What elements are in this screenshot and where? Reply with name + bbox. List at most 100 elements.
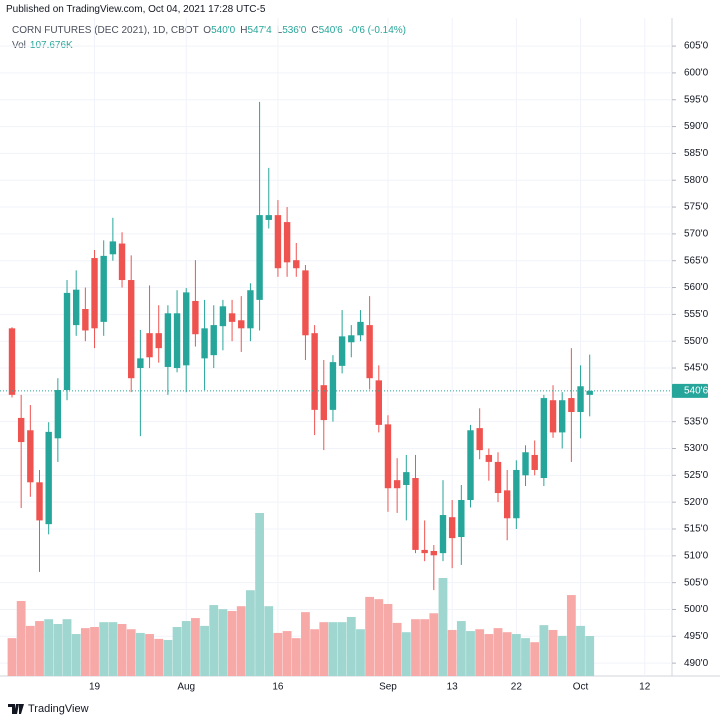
- candle-body: [485, 454, 493, 462]
- volume-bar: [411, 619, 420, 676]
- candle-body: [146, 333, 153, 358]
- volume-bar: [62, 619, 72, 676]
- y-tick-label: 520'0: [684, 497, 709, 508]
- y-tick-label: 550'0: [684, 336, 709, 347]
- volume-bar: [493, 628, 503, 676]
- volume-bars: [7, 513, 595, 676]
- ohlc-value: 540'6: [318, 25, 343, 36]
- candle-body: [503, 490, 511, 519]
- y-tick-label: 600'0: [684, 68, 709, 79]
- volume-bar: [438, 577, 448, 676]
- candle-body: [82, 309, 89, 331]
- candle-body: [540, 398, 548, 479]
- x-tick-label: 22: [511, 682, 523, 693]
- volume-bar: [53, 624, 63, 676]
- volume-bar: [25, 625, 35, 676]
- y-tick-label: 555'0: [684, 309, 709, 320]
- candle-body: [72, 289, 80, 326]
- volume-bar: [117, 624, 127, 676]
- volume-bar: [246, 590, 255, 676]
- candle-body: [228, 313, 236, 322]
- volume-bar: [282, 631, 292, 676]
- volume-bar: [200, 625, 209, 676]
- x-tick-label: 12: [639, 682, 651, 693]
- volume-bar: [447, 629, 457, 676]
- volume-bar: [191, 618, 200, 676]
- candle-body: [430, 550, 438, 556]
- footer: TradingView: [8, 703, 89, 715]
- candle-body: [439, 515, 447, 554]
- candle-body: [128, 280, 135, 379]
- y-tick-label: 535'0: [684, 416, 709, 427]
- grid: [0, 18, 672, 676]
- y-tick-label: 590'0: [684, 121, 709, 132]
- volume-bar: [264, 606, 274, 676]
- volume-bar: [99, 622, 109, 676]
- x-tick-label: Sep: [379, 682, 397, 693]
- candle-body: [522, 452, 529, 476]
- candle-body: [137, 358, 144, 369]
- candle-body: [238, 320, 245, 329]
- x-tick-label: 19: [89, 682, 101, 693]
- candle-body: [274, 215, 282, 269]
- candle-body: [421, 549, 428, 554]
- y-tick-label: 505'0: [684, 577, 709, 588]
- candle-body: [494, 461, 502, 494]
- y-tick-label: 495'0: [684, 631, 709, 642]
- volume-bar: [521, 638, 530, 676]
- candle-body: [476, 428, 483, 451]
- candle-body: [100, 255, 107, 322]
- candle-body: [393, 480, 401, 489]
- candle-body: [403, 472, 410, 485]
- y-tick-label: 530'0: [684, 443, 709, 454]
- candle-body: [155, 333, 162, 349]
- y-tick-label: 490'0: [684, 658, 709, 669]
- candle-body: [192, 300, 199, 335]
- candle-body: [8, 328, 16, 395]
- candle-body: [293, 260, 300, 269]
- volume-bar: [356, 629, 365, 676]
- y-tick-label: 545'0: [684, 363, 709, 374]
- volume-bar: [475, 629, 485, 676]
- logo: [8, 704, 24, 714]
- candle-body: [91, 258, 98, 329]
- symbol-title: CORN FUTURES (DEC 2021), 1D, CBOT: [12, 25, 199, 36]
- volume-bar: [557, 635, 567, 676]
- volume-bar: [145, 634, 154, 676]
- volume-bar: [154, 638, 164, 676]
- candle-body: [302, 270, 309, 336]
- y-tick-label: 595'0: [684, 94, 709, 105]
- volume-bar: [273, 632, 283, 676]
- y-tick-label: 560'0: [684, 282, 709, 293]
- volume-bar: [420, 619, 430, 676]
- candle-body: [118, 243, 126, 281]
- candle-body: [348, 335, 355, 343]
- candle-body: [173, 313, 181, 369]
- candle-body: [448, 517, 456, 539]
- volume-bar: [401, 632, 411, 676]
- candle-body: [247, 290, 254, 329]
- volume-bar: [135, 632, 145, 676]
- volume-bar: [16, 600, 26, 676]
- candle-body: [311, 333, 318, 410]
- ohlc-key: O: [203, 25, 212, 36]
- volume-bar: [301, 612, 310, 676]
- symbol-legend: CORN FUTURES (DEC 2021), 1D, CBOT O540'0…: [12, 25, 409, 36]
- ohlc-value: 536'0: [282, 25, 307, 36]
- volume-bar: [90, 626, 99, 676]
- volume-legend: Vol 107.676K: [12, 40, 73, 51]
- candle-body: [559, 400, 566, 433]
- volume-bar: [392, 622, 402, 676]
- candle-body: [54, 390, 62, 439]
- volume-bar: [227, 611, 237, 676]
- candle-body: [366, 325, 373, 379]
- volume-bar: [255, 513, 264, 676]
- ohlc-value: 540'0: [211, 25, 236, 36]
- volume-bar: [328, 622, 338, 676]
- volume-bar: [484, 634, 494, 676]
- y-tick-label: 570'0: [684, 229, 709, 240]
- volume-bar: [337, 622, 347, 676]
- volume-bar: [548, 629, 558, 676]
- candle-body: [17, 417, 25, 443]
